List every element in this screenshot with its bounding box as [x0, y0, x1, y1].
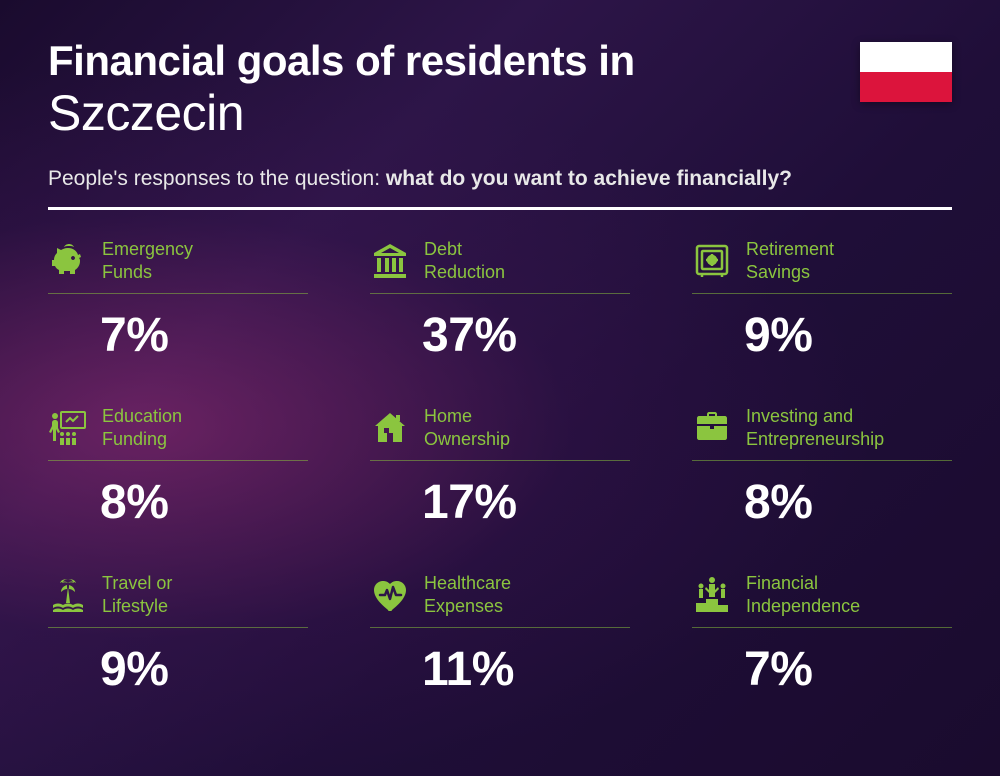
- presentation-icon: [48, 408, 88, 448]
- goal-travel-lifestyle: Travel or Lifestyle 9%: [48, 572, 308, 697]
- goal-label: Healthcare Expenses: [424, 572, 511, 617]
- goal-value: 8%: [48, 475, 308, 530]
- bank-icon: [370, 241, 410, 281]
- goal-retirement-savings: Retirement Savings 9%: [692, 238, 952, 363]
- divider: [48, 207, 952, 210]
- goal-value: 9%: [48, 642, 308, 697]
- podium-icon: [692, 575, 732, 615]
- subtitle-question: what do you want to achieve financially?: [386, 167, 792, 190]
- goal-value: 17%: [370, 475, 630, 530]
- goal-label: Debt Reduction: [424, 238, 505, 283]
- subtitle: People's responses to the question: what…: [48, 167, 952, 191]
- goal-header: Debt Reduction: [370, 238, 630, 294]
- goal-header: Retirement Savings: [692, 238, 952, 294]
- goals-grid: Emergency Funds 7% Debt Reduction 37% Re…: [48, 238, 952, 697]
- palm-icon: [48, 575, 88, 615]
- flag-stripe-bottom: [860, 72, 952, 102]
- goal-label: Financial Independence: [746, 572, 860, 617]
- goal-value: 11%: [370, 642, 630, 697]
- goal-financial-independence: Financial Independence 7%: [692, 572, 952, 697]
- safe-icon: [692, 241, 732, 281]
- goal-label: Education Funding: [102, 405, 182, 450]
- goal-label: Travel or Lifestyle: [102, 572, 172, 617]
- goal-header: Investing and Entrepreneurship: [692, 405, 952, 461]
- header: Financial goals of residents in Szczecin…: [48, 38, 952, 191]
- flag-poland: [860, 42, 952, 102]
- goal-label: Home Ownership: [424, 405, 510, 450]
- goal-home-ownership: Home Ownership 17%: [370, 405, 630, 530]
- briefcase-icon: [692, 408, 732, 448]
- title-prefix: Financial goals of residents in: [48, 38, 952, 84]
- goal-education-funding: Education Funding 8%: [48, 405, 308, 530]
- goal-header: Healthcare Expenses: [370, 572, 630, 628]
- flag-stripe-top: [860, 42, 952, 72]
- goal-value: 37%: [370, 308, 630, 363]
- goal-value: 7%: [692, 642, 952, 697]
- goal-value: 9%: [692, 308, 952, 363]
- goal-header: Education Funding: [48, 405, 308, 461]
- subtitle-lead: People's responses to the question:: [48, 167, 386, 190]
- heart-pulse-icon: [370, 575, 410, 615]
- goal-label: Investing and Entrepreneurship: [746, 405, 884, 450]
- goal-label: Retirement Savings: [746, 238, 834, 283]
- goal-investing-entrepreneurship: Investing and Entrepreneurship 8%: [692, 405, 952, 530]
- goal-header: Travel or Lifestyle: [48, 572, 308, 628]
- goal-healthcare-expenses: Healthcare Expenses 11%: [370, 572, 630, 697]
- piggy-bank-icon: [48, 241, 88, 281]
- title-city: Szczecin: [48, 86, 952, 141]
- goal-header: Home Ownership: [370, 405, 630, 461]
- goal-header: Emergency Funds: [48, 238, 308, 294]
- goal-label: Emergency Funds: [102, 238, 193, 283]
- goal-value: 8%: [692, 475, 952, 530]
- house-icon: [370, 408, 410, 448]
- goal-emergency-funds: Emergency Funds 7%: [48, 238, 308, 363]
- goal-debt-reduction: Debt Reduction 37%: [370, 238, 630, 363]
- goal-header: Financial Independence: [692, 572, 952, 628]
- goal-value: 7%: [48, 308, 308, 363]
